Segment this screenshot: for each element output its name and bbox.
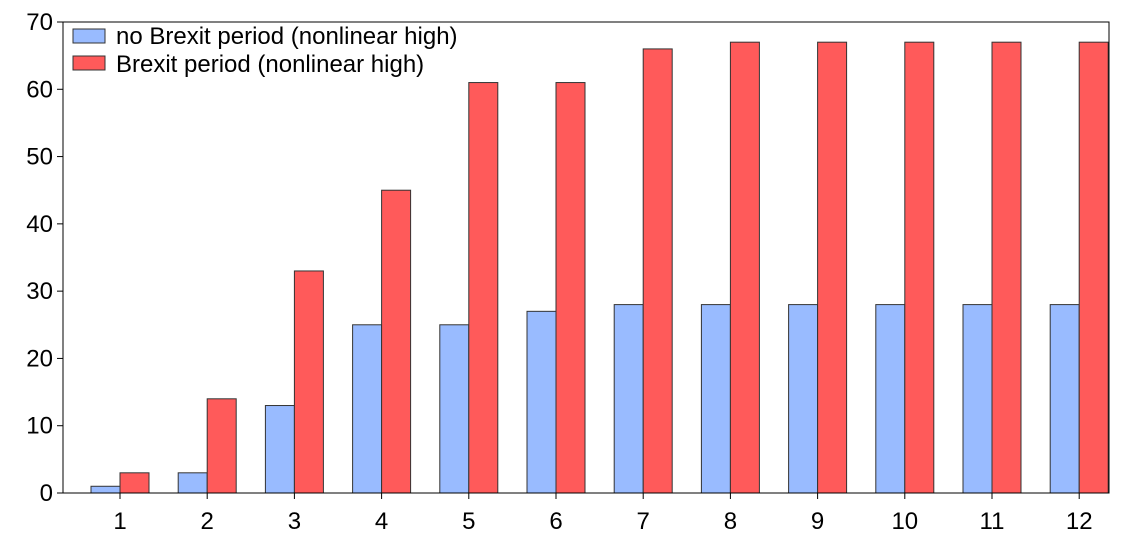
bar-no-brexit-8 (700, 304, 731, 494)
y-tick-label-20: 20 (26, 345, 53, 372)
legend: no Brexit period (nonlinear high) Brexit… (72, 23, 458, 78)
bars-layer (90, 41, 1109, 494)
y-tick-label-50: 50 (26, 144, 53, 171)
bar-no-brexit-7 (613, 304, 644, 494)
x-tick-label-7: 7 (637, 508, 650, 534)
x-tick-label-9: 9 (811, 508, 824, 534)
bar-no-brexit-9 (788, 304, 819, 494)
bar-brexit-9 (817, 41, 848, 494)
legend-label-no-brexit: no Brexit period (nonlinear high) (116, 23, 458, 50)
y-tick-label-70: 70 (26, 9, 53, 36)
bar-brexit-2 (206, 398, 237, 494)
bar-brexit-10 (904, 41, 935, 494)
x-tick-label-1: 1 (113, 508, 126, 534)
legend-swatch-brexit (72, 55, 106, 71)
x-tick-label-4: 4 (375, 508, 388, 534)
y-axis: 0 10 20 30 40 50 60 70 (26, 9, 63, 507)
bar-no-brexit-10 (875, 304, 906, 494)
bar-brexit-8 (729, 41, 760, 494)
x-axis: 1 2 3 4 5 6 7 8 9 10 11 12 (113, 493, 1093, 534)
legend-swatch-no-brexit (72, 28, 106, 44)
x-tick-label-6: 6 (549, 508, 562, 534)
bar-brexit-12 (1078, 41, 1109, 494)
bar-brexit-1 (119, 472, 150, 494)
y-tick-label-0: 0 (40, 480, 53, 507)
x-tick-label-10: 10 (891, 508, 918, 534)
bar-brexit-3 (293, 270, 324, 494)
y-tick-label-40: 40 (26, 211, 53, 238)
y-tick-label-60: 60 (26, 76, 53, 103)
x-tick-label-8: 8 (724, 508, 737, 534)
x-tick-label-12: 12 (1066, 508, 1093, 534)
x-tick-label-11: 11 (980, 508, 1005, 534)
bar-no-brexit-2 (177, 472, 208, 494)
bar-no-brexit-6 (526, 310, 557, 494)
y-tick-label-30: 30 (26, 278, 53, 305)
bar-brexit-5 (468, 82, 499, 494)
x-tick-label-2: 2 (201, 508, 214, 534)
bar-no-brexit-1 (90, 485, 121, 494)
plot-frame (62, 21, 1110, 494)
bar-brexit-7 (642, 48, 673, 494)
bar-no-brexit-4 (352, 324, 383, 494)
bar-no-brexit-5 (439, 324, 470, 494)
bar-brexit-11 (991, 41, 1022, 494)
y-tick-label-10: 10 (26, 413, 53, 440)
x-tick-label-3: 3 (288, 508, 301, 534)
bar-no-brexit-3 (264, 405, 295, 494)
bar-no-brexit-12 (1049, 304, 1080, 494)
x-tick-label-5: 5 (462, 508, 475, 534)
legend-label-brexit: Brexit period (nonlinear high) (116, 51, 424, 78)
bar-brexit-6 (555, 82, 586, 494)
bar-brexit-4 (381, 189, 412, 494)
axes-layer (62, 21, 1110, 494)
bar-no-brexit-11 (962, 304, 993, 494)
